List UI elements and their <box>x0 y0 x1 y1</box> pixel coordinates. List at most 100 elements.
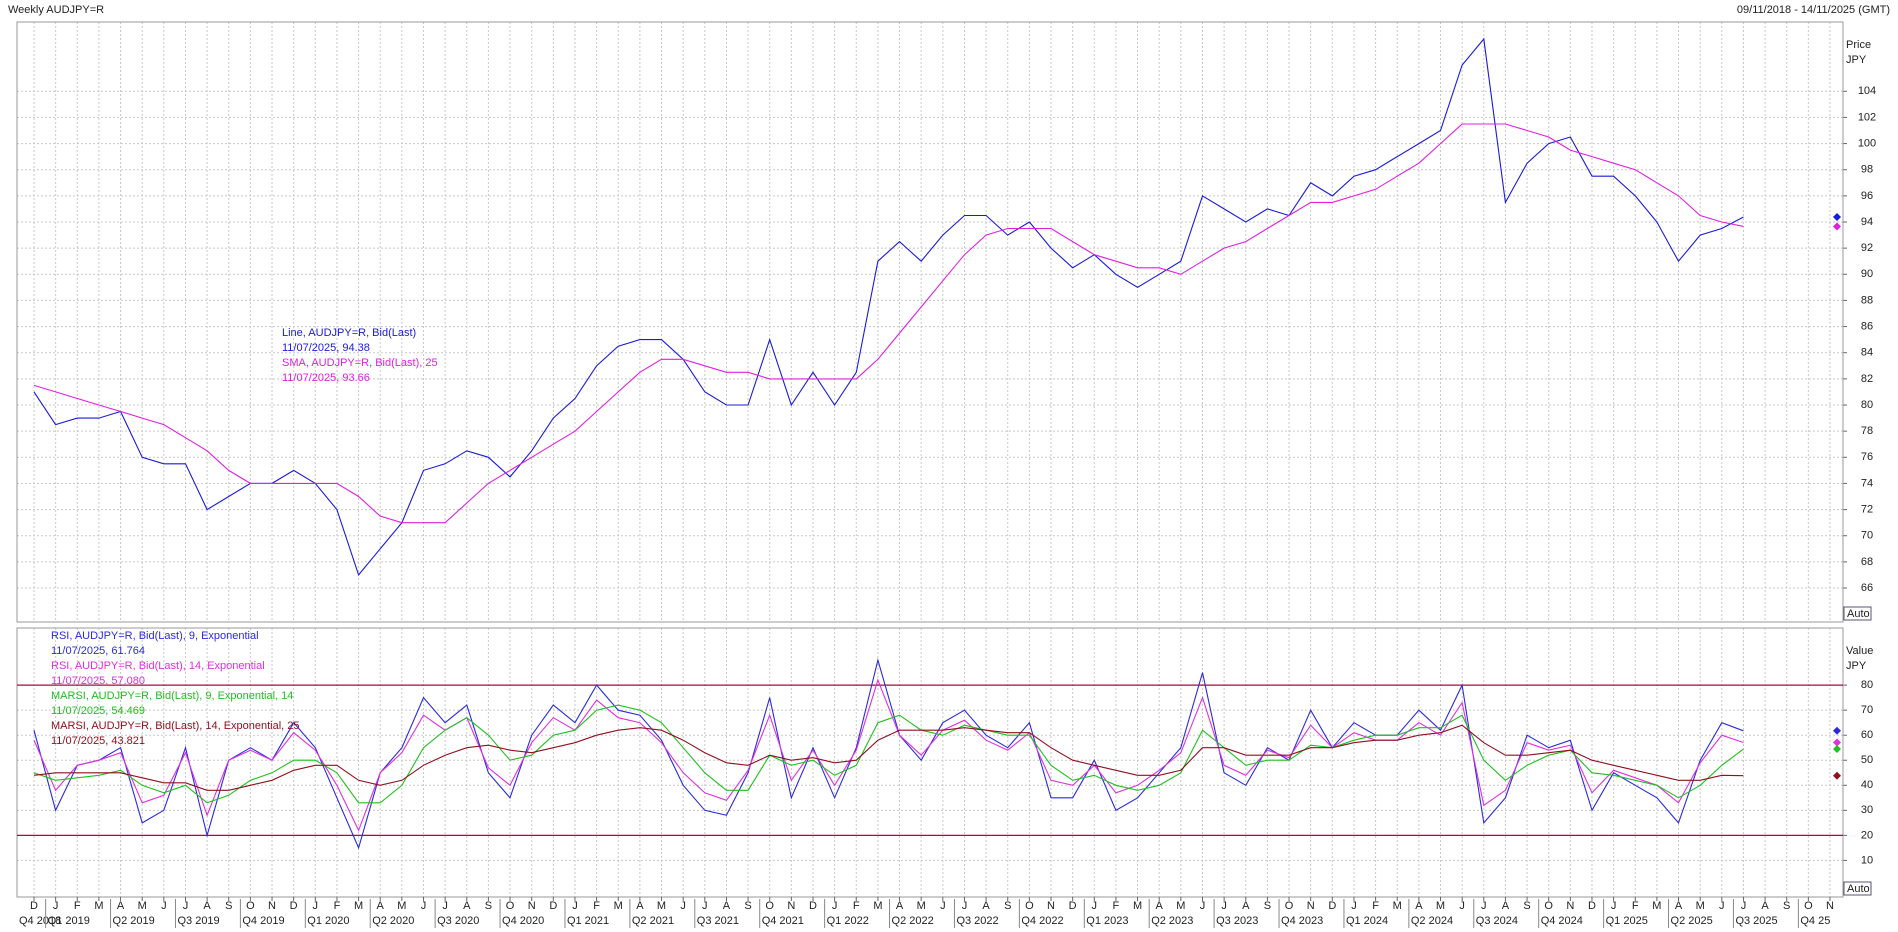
legend-value: 11/07/2025, 61.764 <box>51 645 145 657</box>
y-tick-label: 10 <box>1861 854 1873 866</box>
legend-name: SMA, AUDJPY=R, Bid(Last), 25 <box>282 357 438 369</box>
y-tick-label: 100 <box>1858 137 1876 149</box>
y-axis-title: Value <box>1846 645 1873 657</box>
y-axis-unit: JPY <box>1846 54 1867 66</box>
legend-value: 11/07/2025, 57.080 <box>51 675 145 687</box>
x-tick-label: S <box>1004 900 1011 912</box>
x-tick-label: A <box>1675 900 1683 912</box>
quarter-label: Q4 2020 <box>502 915 544 927</box>
x-tick-label: J <box>421 900 427 912</box>
y-tick-label: 68 <box>1861 556 1873 568</box>
y-tick-label: 80 <box>1861 399 1873 411</box>
auto-button-label[interactable]: Auto <box>1847 608 1870 620</box>
y-tick-label: 72 <box>1861 503 1873 515</box>
legend-value: 11/07/2025, 54.469 <box>51 705 145 717</box>
series-line <box>33 704 1744 804</box>
y-axis-unit: JPY <box>1846 660 1867 672</box>
x-tick-label: A <box>377 900 385 912</box>
y-tick-label: 104 <box>1858 85 1876 97</box>
legend-name: RSI, AUDJPY=R, Bid(Last), 14, Exponentia… <box>51 660 265 672</box>
x-tick-label: M <box>397 900 406 912</box>
x-tick-label: J <box>962 900 968 912</box>
x-tick-label: O <box>765 900 774 912</box>
y-tick-label: 30 <box>1861 804 1873 816</box>
x-tick-label: D <box>1588 900 1596 912</box>
auto-button-label[interactable]: Auto <box>1847 883 1870 895</box>
x-tick-label: J <box>680 900 686 912</box>
pane-frame <box>16 627 1844 898</box>
x-tick-label: N <box>1307 900 1315 912</box>
y-tick-label: 78 <box>1861 425 1873 437</box>
y-tick-label: 88 <box>1861 294 1873 306</box>
x-tick-label: O <box>1544 900 1553 912</box>
auto-button[interactable] <box>1843 881 1872 896</box>
quarter-label: Q3 2023 <box>1216 915 1258 927</box>
x-tick-label: F <box>1632 900 1639 912</box>
x-tick-label: M <box>657 900 666 912</box>
x-tick-label: A <box>723 900 731 912</box>
quarter-label: Q2 2023 <box>1151 915 1193 927</box>
y-tick-label: 70 <box>1861 530 1873 542</box>
x-tick-label: J <box>572 900 578 912</box>
legend-name: Line, AUDJPY=R, Bid(Last) <box>282 327 416 339</box>
x-tick-label: J <box>702 900 708 912</box>
quarter-label: Q4 2018 <box>19 915 61 927</box>
last-value-marker <box>1833 745 1841 754</box>
quarter-label: Q4 25 <box>1800 915 1830 927</box>
x-tick-label: N <box>1566 900 1574 912</box>
x-tick-label: M <box>1696 900 1705 912</box>
y-tick-label: 102 <box>1858 111 1876 123</box>
x-tick-label: J <box>53 900 59 912</box>
quarter-label: Q3 2025 <box>1735 915 1777 927</box>
last-value-marker <box>1833 771 1841 780</box>
auto-button[interactable] <box>1843 606 1872 621</box>
x-tick-label: A <box>463 900 471 912</box>
y-tick-label: 20 <box>1861 829 1873 841</box>
last-value-marker <box>1833 222 1841 231</box>
pane-frame <box>16 21 1844 623</box>
y-tick-label: 86 <box>1861 320 1873 332</box>
y-tick-label: 82 <box>1861 373 1873 385</box>
quarter-label: Q1 2021 <box>567 915 609 927</box>
quarter-label: Q2 2020 <box>372 915 414 927</box>
x-tick-label: J <box>1611 900 1617 912</box>
x-tick-label: J <box>1221 900 1227 912</box>
y-tick-label: 76 <box>1861 451 1873 463</box>
last-value-marker <box>1833 738 1841 747</box>
x-tick-label: S <box>485 900 492 912</box>
x-tick-label: A <box>1761 900 1769 912</box>
quarter-label: Q3 2019 <box>177 915 219 927</box>
x-tick-label: A <box>1242 900 1250 912</box>
x-tick-label: J <box>832 900 838 912</box>
x-tick-label: J <box>1481 900 1487 912</box>
x-tick-label: A <box>203 900 211 912</box>
x-tick-label: N <box>787 900 795 912</box>
x-tick-label: M <box>138 900 147 912</box>
x-tick-label: F <box>334 900 341 912</box>
x-tick-label: A <box>636 900 644 912</box>
quarter-label: Q2 2024 <box>1411 915 1453 927</box>
quarter-label: Q2 2021 <box>632 915 674 927</box>
quarter-label: Q3 2024 <box>1476 915 1518 927</box>
x-tick-label: D <box>1069 900 1077 912</box>
x-tick-label: D <box>290 900 298 912</box>
quarter-label: Q2 2022 <box>892 915 934 927</box>
x-tick-label: N <box>1826 900 1834 912</box>
x-tick-label: A <box>117 900 125 912</box>
quarter-label: Q4 2021 <box>762 915 804 927</box>
x-tick-label: J <box>1459 900 1465 912</box>
x-tick-label: O <box>1025 900 1034 912</box>
date-range: 09/11/2018 - 14/11/2025 (GMT) <box>1737 4 1890 16</box>
x-tick-label: F <box>74 900 81 912</box>
legend-value: 11/07/2025, 43.821 <box>51 735 145 747</box>
x-tick-label: M <box>354 900 363 912</box>
y-tick-label: 96 <box>1861 190 1873 202</box>
last-value-marker <box>1833 726 1841 735</box>
x-tick-label: N <box>1047 900 1055 912</box>
x-tick-label: D <box>1328 900 1336 912</box>
legend-value: 11/07/2025, 94.38 <box>282 342 370 354</box>
y-tick-label: 94 <box>1861 216 1873 228</box>
x-tick-label: A <box>982 900 990 912</box>
series-line <box>33 678 1744 832</box>
